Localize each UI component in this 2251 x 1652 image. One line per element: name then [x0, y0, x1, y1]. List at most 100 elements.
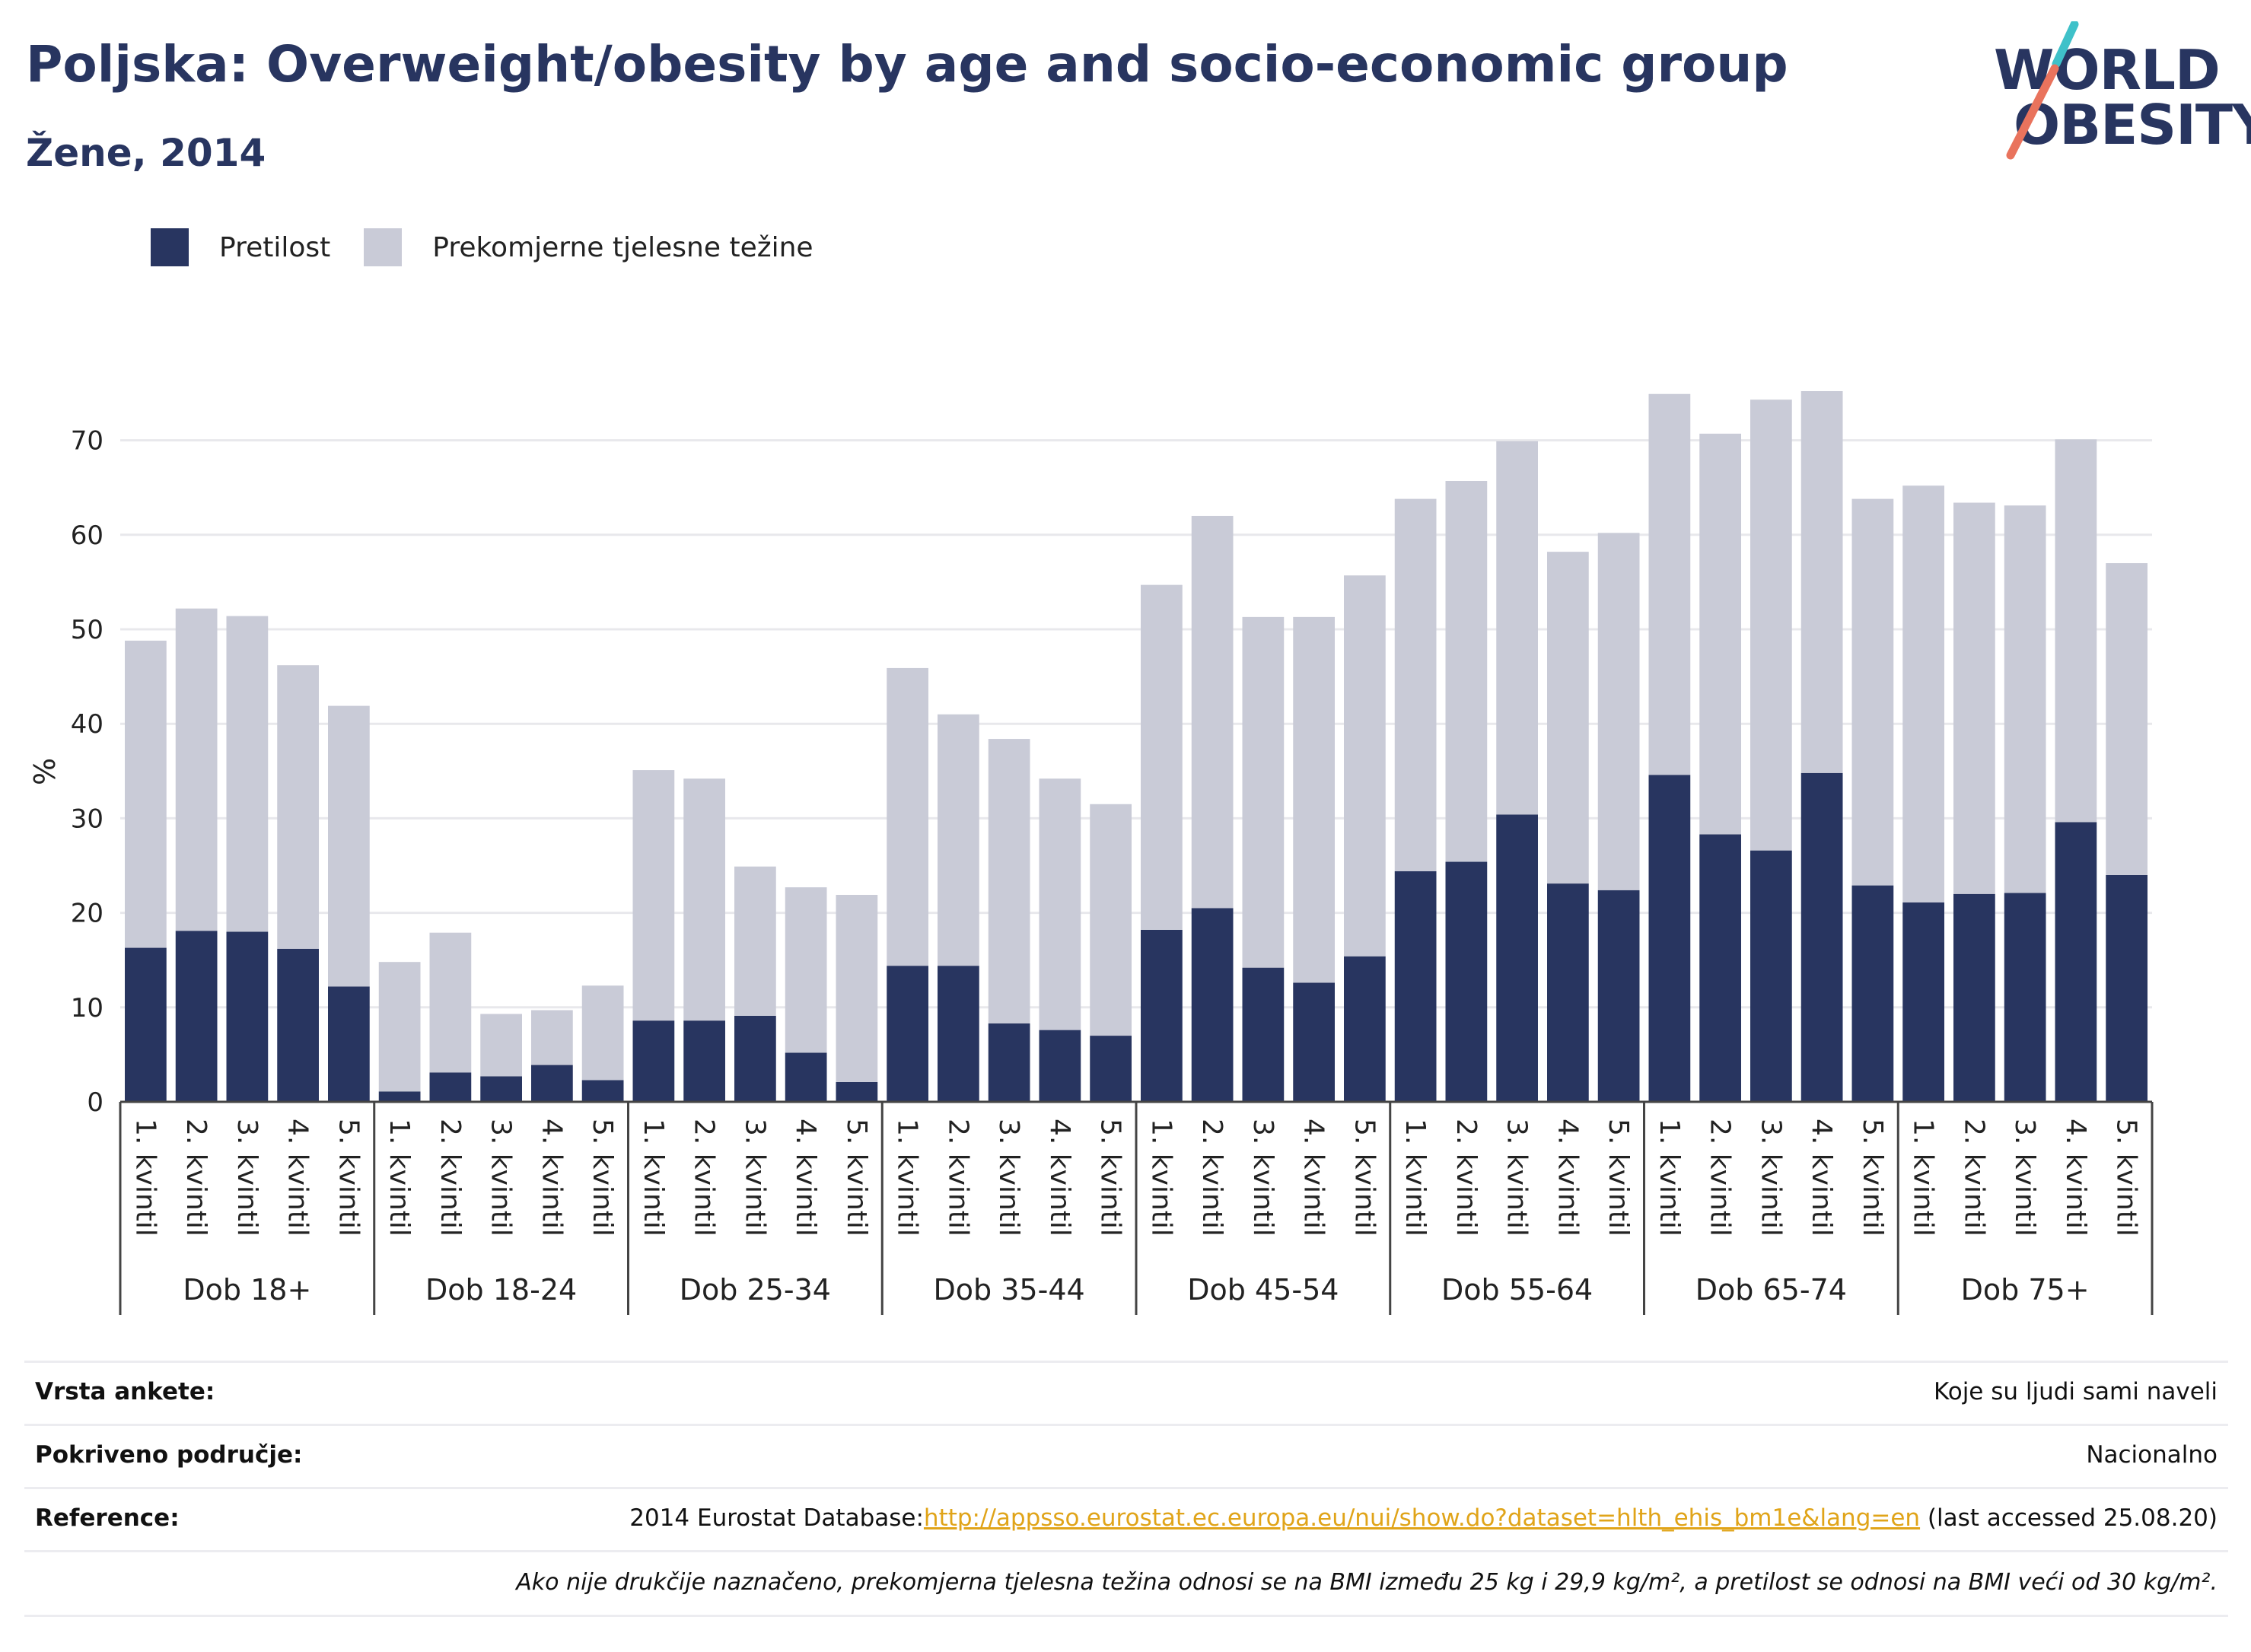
legend-label-obesity: Pretilost — [219, 231, 331, 263]
x-tick-label: 4. kvintil — [1806, 1119, 1837, 1237]
bar-obesity — [632, 1020, 675, 1102]
bar-overweight — [1293, 616, 1335, 983]
x-tick-label: 2. kvintil — [689, 1119, 720, 1237]
x-tick-label: 5. kvintil — [2111, 1119, 2142, 1237]
bar-obesity — [328, 986, 370, 1102]
x-tick-label: 2. kvintil — [1450, 1119, 1482, 1237]
y-tick-label: 60 — [71, 520, 103, 551]
bar-obesity — [988, 1023, 1030, 1102]
bar-obesity — [1699, 834, 1741, 1102]
x-group-label: Dob 65-74 — [1695, 1273, 1847, 1307]
x-tick-label: 2. kvintil — [1196, 1119, 1227, 1237]
bar-obesity — [734, 1015, 776, 1102]
reference-link[interactable]: http://appsso.eurostat.ec.europa.eu/nui/… — [923, 1504, 1921, 1532]
bar-overweight — [1496, 441, 1538, 815]
bar-obesity — [480, 1076, 522, 1102]
y-tick-label: 0 — [87, 1087, 103, 1118]
bar-overweight — [887, 667, 928, 966]
bar-obesity — [1191, 908, 1234, 1102]
y-tick-label: 20 — [71, 899, 103, 929]
x-tick-label: 3. kvintil — [2009, 1119, 2040, 1237]
bar-overweight — [480, 1014, 522, 1077]
bar-overweight — [632, 770, 675, 1021]
x-tick-label: 1. kvintil — [1399, 1119, 1431, 1237]
bar-overweight — [429, 932, 472, 1073]
bar-obesity — [1750, 850, 1792, 1102]
coverage-label: Pokriveno područje: — [35, 1441, 303, 1469]
bar-obesity — [785, 1052, 827, 1102]
bar-overweight — [531, 1010, 573, 1065]
world-obesity-logo: WORLD OBESITY — [1979, 21, 2251, 166]
bar-overweight — [125, 640, 167, 948]
bar-obesity — [1039, 1030, 1081, 1102]
x-tick-label: 1. kvintil — [129, 1119, 161, 1237]
x-tick-label: 5. kvintil — [587, 1119, 618, 1237]
x-tick-label: 5. kvintil — [1348, 1119, 1380, 1237]
bar-overweight — [226, 616, 269, 932]
x-tick-label: 2. kvintil — [1705, 1119, 1736, 1237]
chart-title: Poljska: Overweight/obesity by age and s… — [26, 35, 1788, 94]
bar-obesity — [2055, 822, 2097, 1102]
x-tick-label: 1. kvintil — [1145, 1119, 1176, 1237]
x-group-label: Dob 18+ — [183, 1273, 311, 1307]
reference-suffix: (last accessed 25.08.20) — [1920, 1504, 2218, 1532]
bar-obesity — [531, 1065, 573, 1102]
bar-obesity — [1141, 929, 1183, 1102]
legend-item-overweight: Prekomjerne tjelesne težine — [364, 228, 813, 266]
x-tick-label: 1. kvintil — [1908, 1119, 1939, 1237]
bar-obesity — [1242, 967, 1285, 1102]
legend-swatch-overweight — [364, 228, 403, 266]
bar-overweight — [1800, 391, 1843, 773]
coverage-value: Nacionalno — [2086, 1441, 2218, 1469]
bar-obesity — [1090, 1036, 1132, 1102]
bar-overweight — [1750, 399, 1792, 851]
info-table: Vrsta ankete: Koje su ljudi sami naveli … — [24, 1361, 2228, 1617]
y-tick-label: 50 — [71, 615, 103, 645]
info-row-note: Ako nije drukčije naznačeno, prekomjerna… — [24, 1550, 2228, 1617]
bar-overweight — [938, 714, 979, 966]
bar-overweight — [1191, 515, 1234, 909]
bar-overweight — [1953, 502, 1995, 894]
x-tick-label: 4. kvintil — [1298, 1119, 1329, 1237]
x-group-label: Dob 18-24 — [425, 1273, 577, 1307]
bar-overweight — [785, 887, 827, 1053]
y-tick-label: 30 — [71, 804, 103, 834]
bar-overweight — [1344, 575, 1386, 957]
bar-obesity — [125, 947, 167, 1102]
legend-label-overweight: Prekomjerne tjelesne težine — [432, 231, 813, 263]
x-tick-label: 4. kvintil — [536, 1119, 567, 1237]
x-tick-label: 3. kvintil — [1755, 1119, 1786, 1237]
x-tick-label: 2. kvintil — [180, 1119, 212, 1237]
bar-obesity — [1496, 814, 1538, 1102]
bar-overweight — [378, 962, 421, 1092]
bar-obesity — [581, 1080, 624, 1102]
logo-line2: OBESITY — [2014, 93, 2251, 157]
x-tick-label: 4. kvintil — [1044, 1119, 1075, 1237]
x-tick-label: 3. kvintil — [1247, 1119, 1278, 1237]
bar-obesity — [887, 966, 928, 1102]
bar-obesity — [1293, 982, 1335, 1102]
bar-overweight — [1648, 393, 1691, 775]
x-tick-label: 2. kvintil — [942, 1119, 973, 1237]
bar-obesity — [1800, 772, 1843, 1102]
x-tick-label: 4. kvintil — [2060, 1119, 2091, 1237]
bar-overweight — [988, 739, 1030, 1023]
x-tick-label: 3. kvintil — [231, 1119, 263, 1237]
bar-overweight — [581, 985, 624, 1081]
y-axis-label: % — [28, 758, 62, 785]
bar-obesity — [1953, 893, 1995, 1102]
bar-overweight — [1394, 498, 1437, 871]
bar-overweight — [1445, 481, 1488, 862]
x-group-label: Dob 75+ — [1961, 1273, 2090, 1307]
x-group-label: Dob 45-54 — [1187, 1273, 1339, 1307]
x-tick-label: 5. kvintil — [841, 1119, 872, 1237]
bar-overweight — [683, 778, 725, 1021]
bar-obesity — [1445, 861, 1488, 1102]
bar-overweight — [1242, 616, 1285, 968]
bar-overweight — [1902, 485, 1944, 902]
bar-overweight — [2055, 439, 2097, 823]
bar-obesity — [1547, 883, 1589, 1102]
bar-overweight — [1851, 498, 1894, 886]
x-tick-label: 5. kvintil — [333, 1119, 364, 1237]
x-tick-label: 3. kvintil — [739, 1119, 770, 1237]
